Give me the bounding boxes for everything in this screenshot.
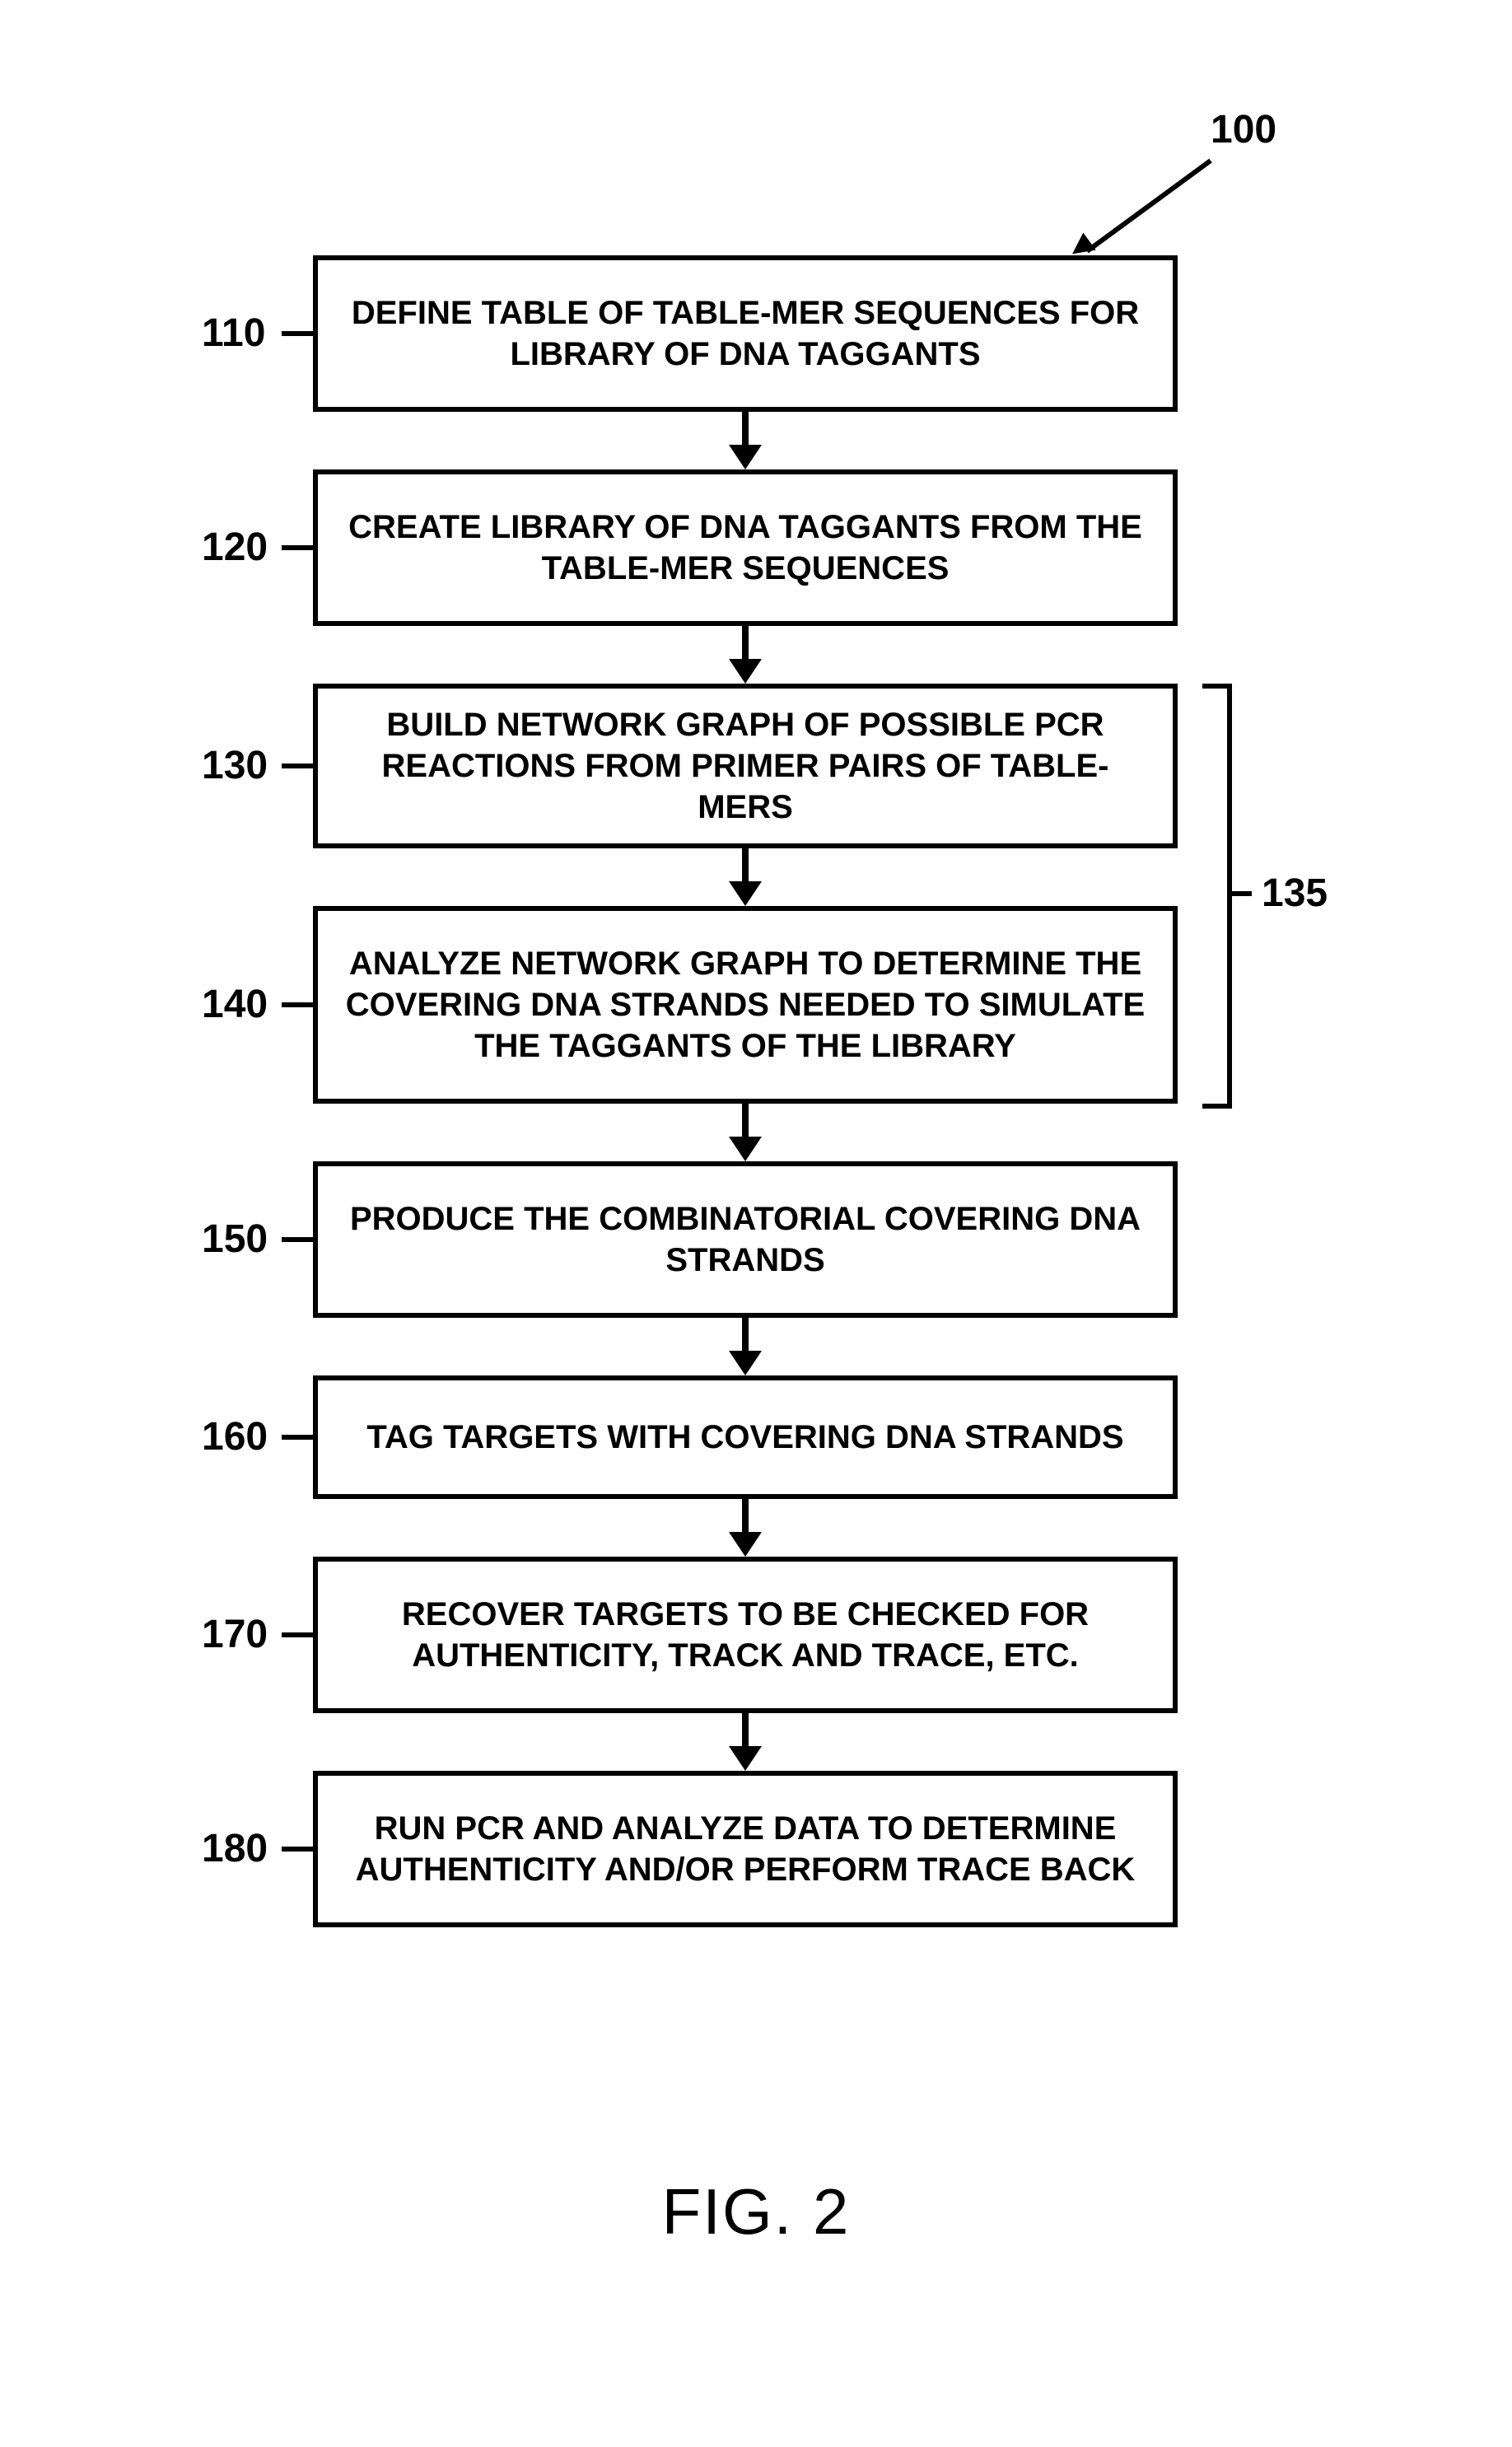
figure-caption: FIG. 2 <box>0 2174 1512 2249</box>
flow-step-170-text: RECOVER TARGETS TO BE CHECKED FOR AUTHEN… <box>343 1594 1148 1676</box>
flow-step-150: PRODUCE THE COMBINATORIAL COVERING DNA S… <box>313 1161 1178 1318</box>
step-tick-150 <box>282 1237 313 1242</box>
arrowhead-150-to-160 <box>729 1351 762 1375</box>
flow-step-120: CREATE LIBRARY OF DNA TAGGANTS FROM THE … <box>313 469 1178 626</box>
flow-step-120-text: CREATE LIBRARY OF DNA TAGGANTS FROM THE … <box>343 507 1148 589</box>
flow-step-180: RUN PCR AND ANALYZE DATA TO DETERMINE AU… <box>313 1771 1178 1927</box>
flow-step-170: RECOVER TARGETS TO BE CHECKED FOR AUTHEN… <box>313 1557 1178 1713</box>
step-tick-180 <box>282 1847 313 1852</box>
flow-step-130: BUILD NETWORK GRAPH OF POSSIBLE PCR REAC… <box>313 684 1178 848</box>
figure-ref-line <box>1085 159 1212 254</box>
flowchart-canvas: DEFINE TABLE OF TABLE-MER SEQUENCES FOR … <box>0 0 1512 2447</box>
step-tick-160 <box>282 1435 313 1440</box>
arrow-130-to-140 <box>742 848 749 881</box>
flow-step-130-text: BUILD NETWORK GRAPH OF POSSIBLE PCR REAC… <box>343 704 1148 828</box>
step-label-140: 140 <box>202 982 268 1027</box>
bracket-bottom-tab <box>1202 1104 1232 1109</box>
flow-step-150-text: PRODUCE THE COMBINATORIAL COVERING DNA S… <box>343 1198 1148 1281</box>
step-tick-130 <box>282 764 313 768</box>
figure-ref-label: 100 <box>1211 107 1276 152</box>
step-label-110: 110 <box>202 311 265 356</box>
flow-step-110: DEFINE TABLE OF TABLE-MER SEQUENCES FOR … <box>313 255 1178 412</box>
step-label-180: 180 <box>202 1826 268 1871</box>
step-tick-110 <box>282 331 313 336</box>
step-label-150: 150 <box>202 1216 268 1262</box>
bracket-label: 135 <box>1262 871 1328 916</box>
arrow-110-to-120 <box>742 412 749 445</box>
arrowhead-140-to-150 <box>729 1137 762 1161</box>
step-label-170: 170 <box>202 1612 268 1657</box>
step-tick-170 <box>282 1632 313 1637</box>
arrow-150-to-160 <box>742 1318 749 1351</box>
arrowhead-110-to-120 <box>729 445 762 469</box>
arrow-160-to-170 <box>742 1499 749 1532</box>
flow-step-160-text: TAG TARGETS WITH COVERING DNA STRANDS <box>366 1417 1123 1458</box>
bracket-top-tab <box>1202 684 1232 689</box>
arrowhead-160-to-170 <box>729 1532 762 1557</box>
arrow-120-to-130 <box>742 626 749 659</box>
arrowhead-120-to-130 <box>729 659 762 684</box>
flow-step-160: TAG TARGETS WITH COVERING DNA STRANDS <box>313 1375 1178 1499</box>
arrow-140-to-150 <box>742 1104 749 1137</box>
arrowhead-170-to-180 <box>729 1746 762 1771</box>
flow-step-180-text: RUN PCR AND ANALYZE DATA TO DETERMINE AU… <box>343 1808 1148 1890</box>
arrow-170-to-180 <box>742 1713 749 1746</box>
bracket-vertical <box>1227 684 1232 1109</box>
step-label-160: 160 <box>202 1414 268 1459</box>
step-tick-140 <box>282 1002 313 1007</box>
flow-step-140-text: ANALYZE NETWORK GRAPH TO DETERMINE THE C… <box>343 943 1148 1067</box>
flow-step-140: ANALYZE NETWORK GRAPH TO DETERMINE THE C… <box>313 906 1178 1104</box>
flow-step-110-text: DEFINE TABLE OF TABLE-MER SEQUENCES FOR … <box>343 292 1148 375</box>
step-label-120: 120 <box>202 525 268 570</box>
step-tick-120 <box>282 545 313 550</box>
bracket-mid-tab <box>1227 891 1252 896</box>
step-label-130: 130 <box>202 743 268 788</box>
arrowhead-130-to-140 <box>729 881 762 906</box>
